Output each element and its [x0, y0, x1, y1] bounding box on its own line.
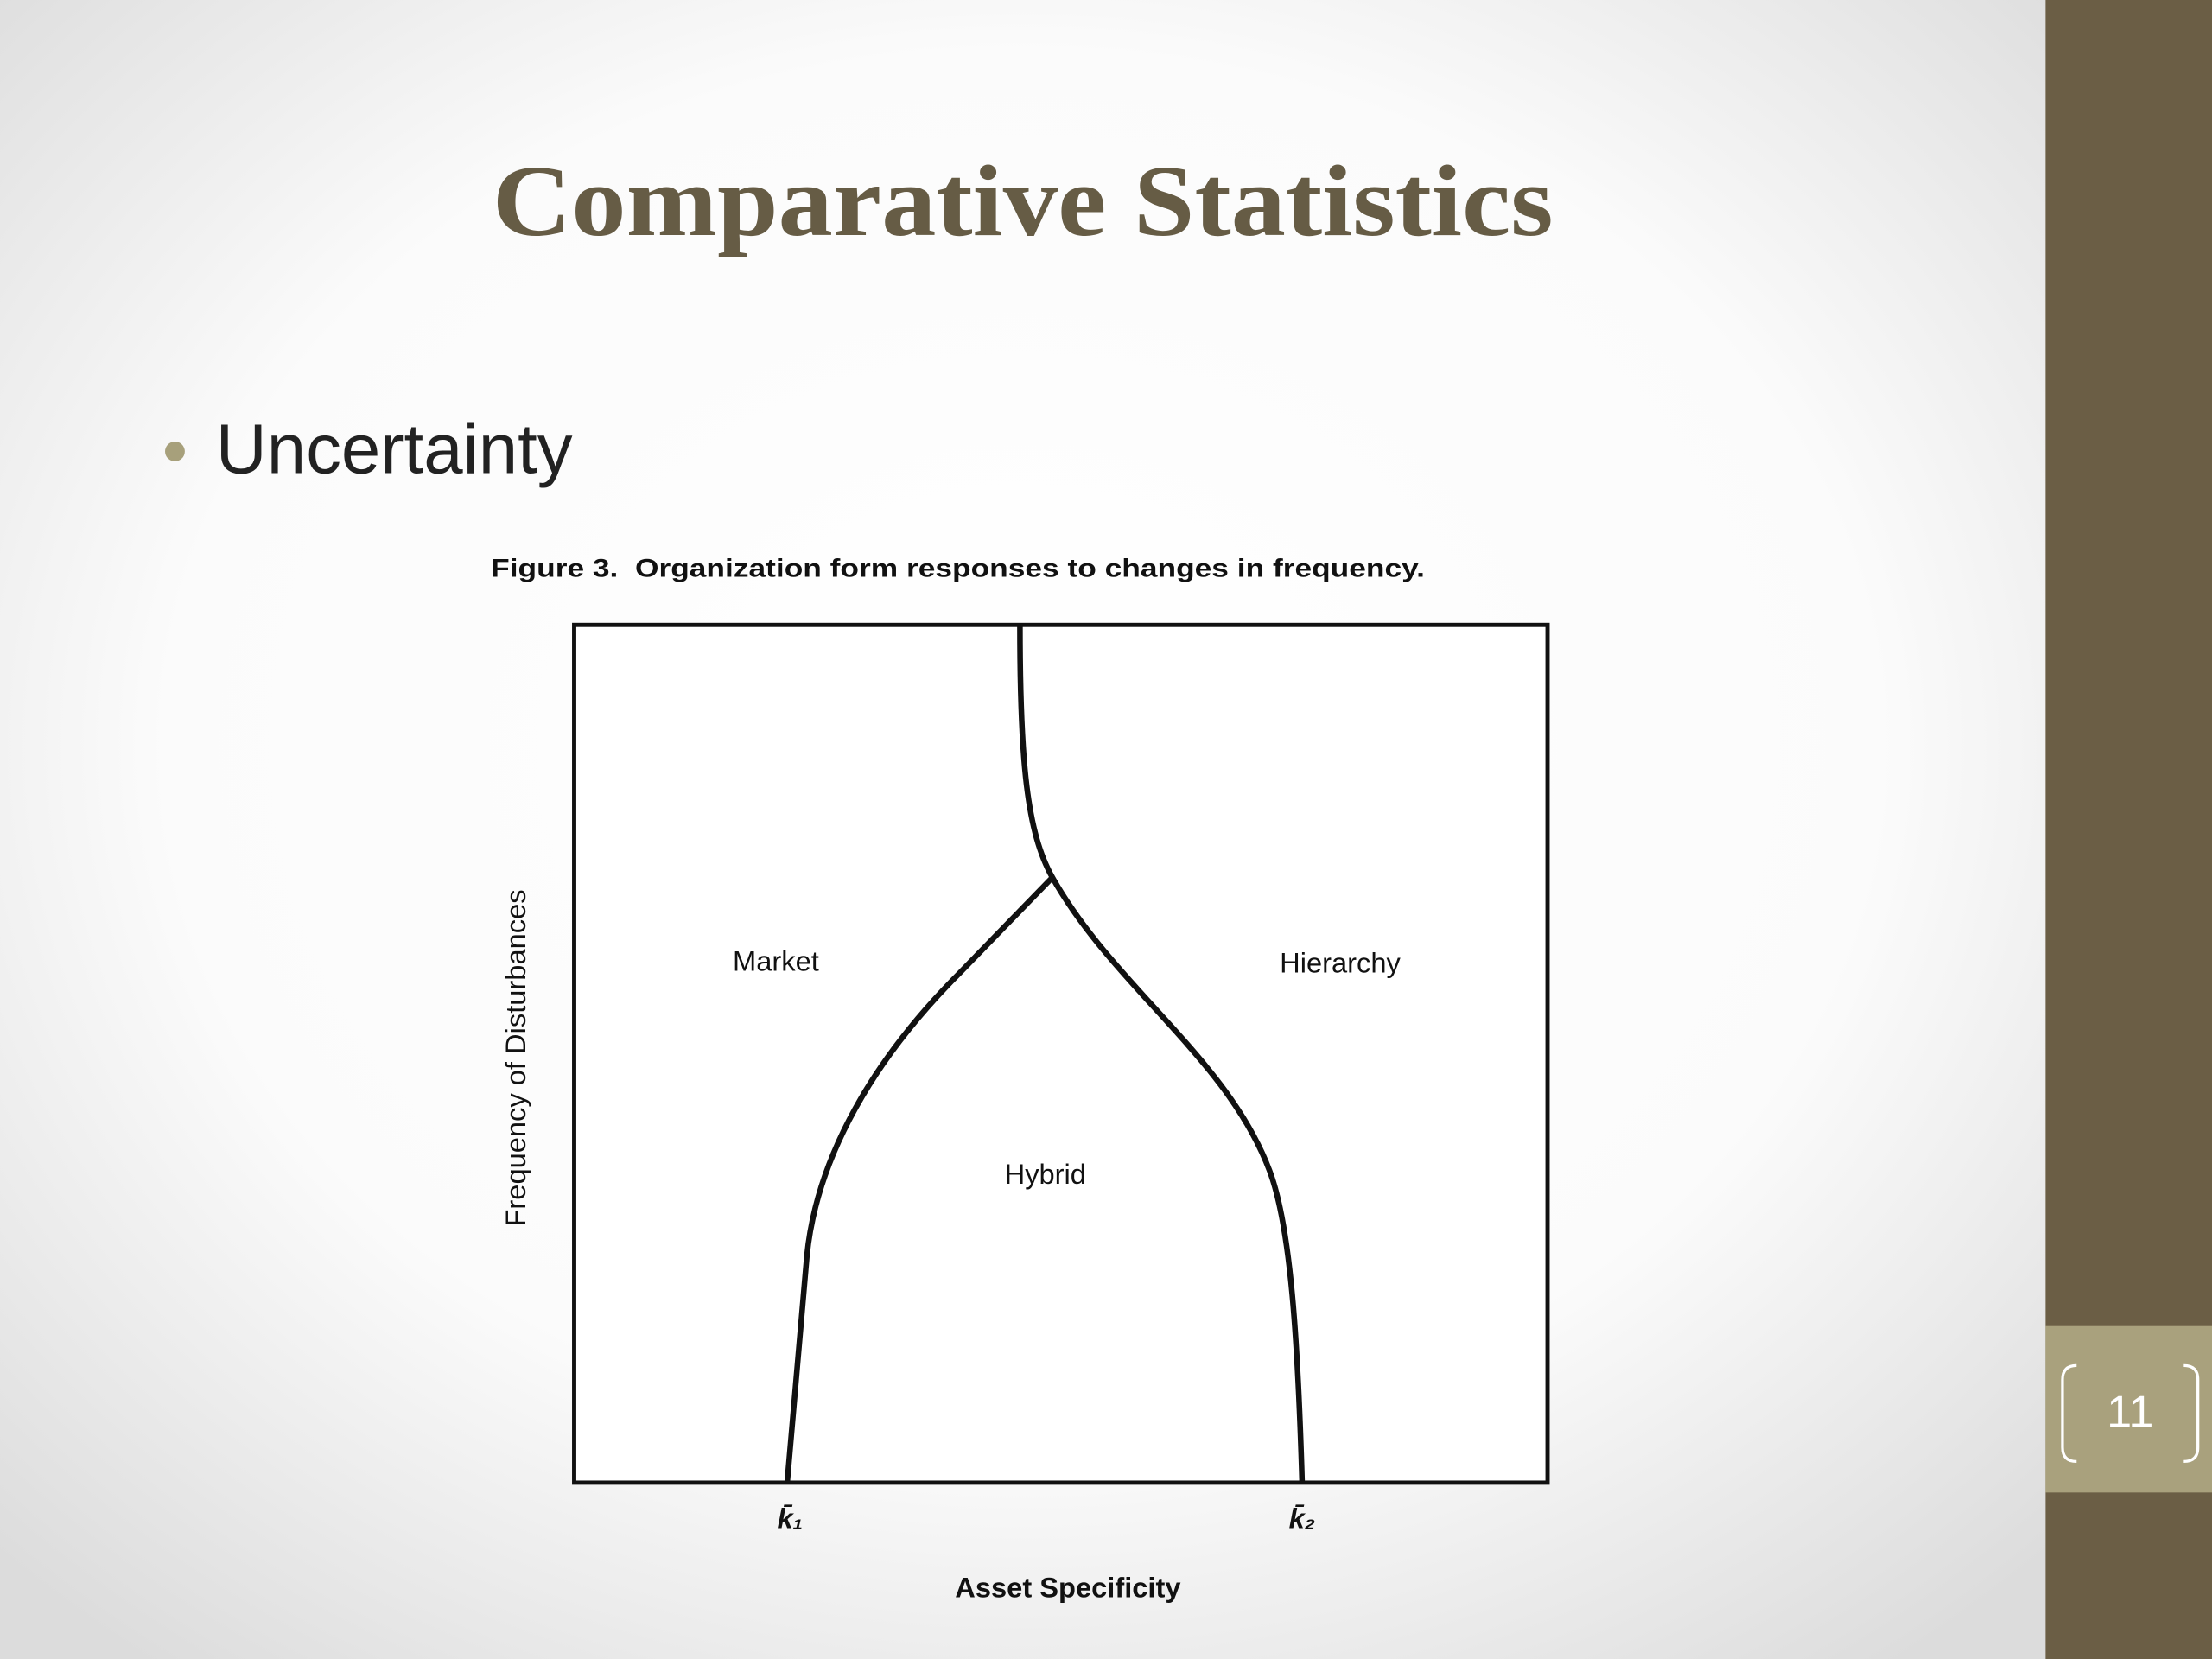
page-number-box [2045, 1325, 2212, 1493]
market-boundary [784, 875, 1055, 1484]
x-marker-label: k̄₂ [1289, 1503, 1316, 1535]
bullet-dot [165, 442, 185, 461]
region-label: Market [733, 945, 819, 977]
region-label: Hybrid [1005, 1158, 1086, 1190]
figure-caption: Figure 3. Organization form responses to… [491, 554, 1425, 582]
x-axis-label: Asset Specificity [955, 1572, 1180, 1604]
x-marker-label: k̄₁ [777, 1503, 803, 1535]
slide-title: Comparative Statistics [493, 145, 1554, 257]
page-number-brackets [2061, 1363, 2200, 1464]
region-label: Hierarchy [1280, 946, 1401, 978]
bullet-text: Uncertainty [216, 410, 573, 488]
hierarchy-boundary [1017, 625, 1306, 1484]
page-number: 11 [2107, 1387, 2153, 1437]
y-axis-label: Frequency of Disturbances [499, 889, 531, 1226]
figure-frame [572, 622, 1550, 1485]
